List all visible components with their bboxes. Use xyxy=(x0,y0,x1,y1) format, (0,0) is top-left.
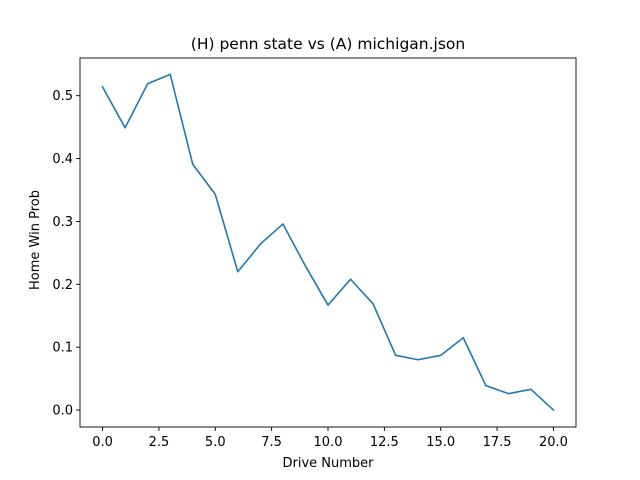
y-tick-label: 0.3 xyxy=(52,215,73,230)
series-line-0 xyxy=(101,73,555,412)
x-tick-label: 12.5 xyxy=(370,435,399,450)
x-tick-label: 2.5 xyxy=(149,435,170,450)
x-tick-label: 10.0 xyxy=(314,435,343,450)
chart-title: (H) penn state vs (A) michigan.json xyxy=(191,35,465,53)
x-tick-label: 5.0 xyxy=(205,435,226,450)
x-tick-label: 0.0 xyxy=(92,435,113,450)
x-tick-label: 20.0 xyxy=(539,435,568,450)
x-tick-label: 15.0 xyxy=(426,435,455,450)
y-tick-label: 0.2 xyxy=(52,278,73,293)
plot-area: 0.0 2.5 5.0 7.5 10.0 12.5 15.0 17.5 20.0 0.0 0.1 0.… xyxy=(52,57,577,450)
y-tick-label: 0.0 xyxy=(52,404,73,419)
y-axis-label: Home Win Prob xyxy=(28,190,43,290)
y-tick-label: 0.5 xyxy=(52,89,73,104)
y-tick-label: 0.1 xyxy=(52,341,73,356)
plot-frame xyxy=(79,57,577,428)
x-tick-label: 7.5 xyxy=(261,435,282,450)
x-tick-label: 17.5 xyxy=(483,435,512,450)
y-tick-label: 0.4 xyxy=(52,152,73,167)
x-axis-label: Drive Number xyxy=(282,456,374,471)
